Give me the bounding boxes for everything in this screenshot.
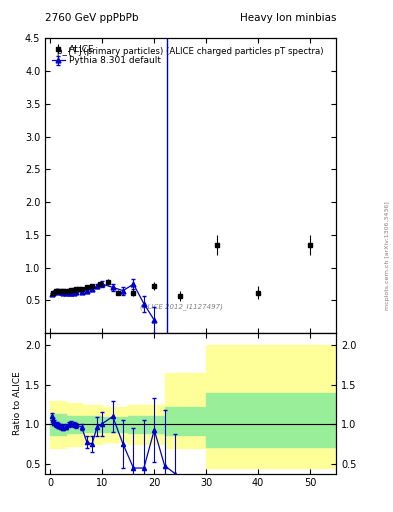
Text: p_{T}(primary particles) (ALICE charged particles pT spectra): p_{T}(primary particles) (ALICE charged … [57, 47, 324, 56]
Text: 2760 GeV ppPbPb: 2760 GeV ppPbPb [45, 13, 139, 23]
Text: Heavy Ion minbias: Heavy Ion minbias [239, 13, 336, 23]
Text: mcplots.cern.ch [arXiv:1306.3436]: mcplots.cern.ch [arXiv:1306.3436] [385, 202, 389, 310]
Legend: ALICE, Pythia 8.301 default: ALICE, Pythia 8.301 default [50, 43, 162, 67]
Text: (ALICE 2012_I1127497): (ALICE 2012_I1127497) [140, 303, 223, 310]
Y-axis label: Ratio to ALICE: Ratio to ALICE [13, 372, 22, 435]
